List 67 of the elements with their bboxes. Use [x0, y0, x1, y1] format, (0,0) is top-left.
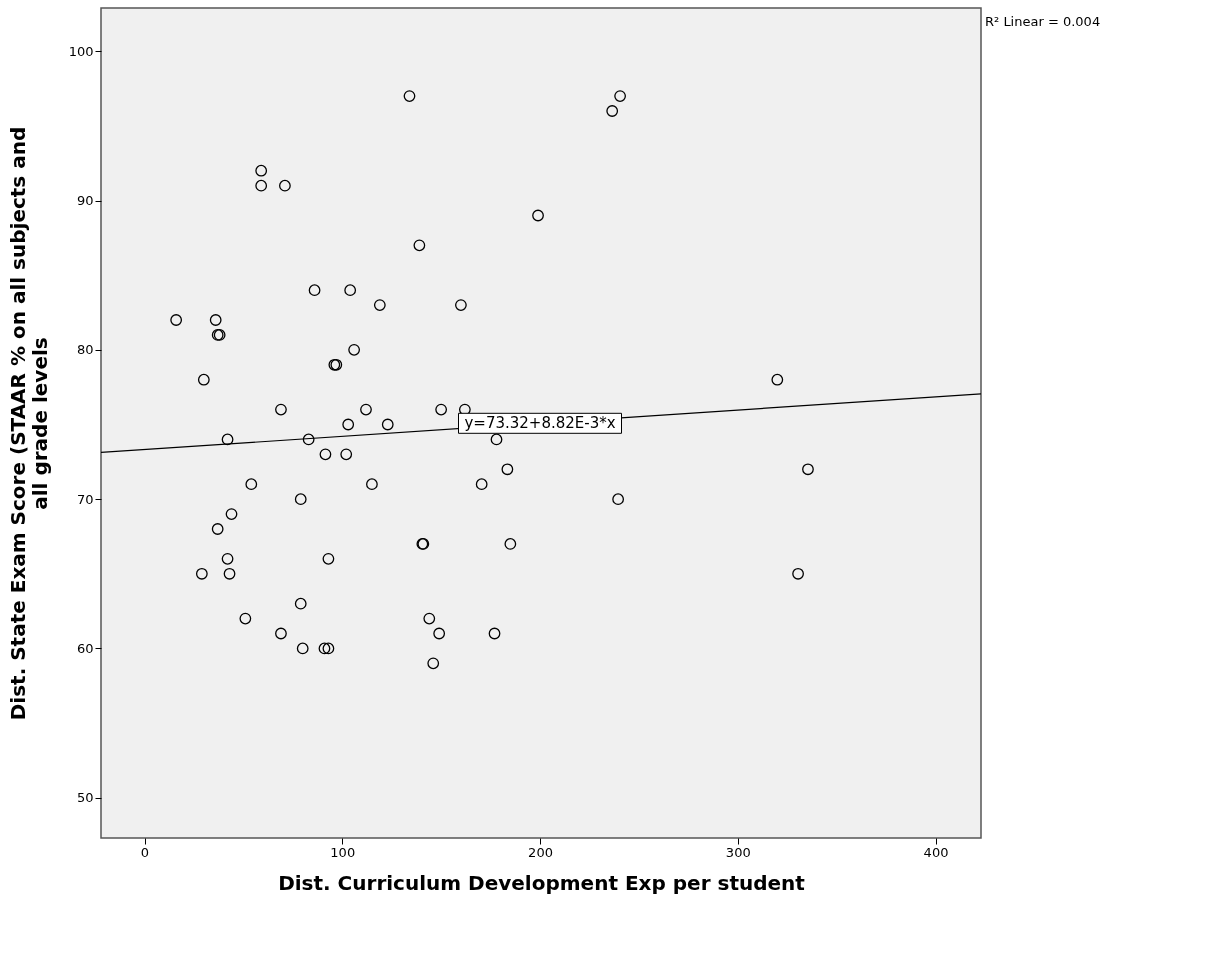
y-tick-label: 50 [76, 790, 94, 806]
point [348, 343, 361, 356]
y-tick-label: 70 [76, 491, 94, 507]
point [322, 642, 335, 655]
point [319, 448, 332, 461]
point [614, 90, 626, 102]
x-axis-title: Dist. Curriculum Development Exp per student [278, 870, 806, 895]
point [373, 299, 386, 311]
point [279, 179, 291, 192]
point [239, 612, 252, 625]
x-tick-label: 0 [140, 844, 150, 860]
x-tick-label: 300 [725, 844, 751, 860]
point [606, 105, 619, 117]
x-tick-label: 400 [923, 844, 949, 860]
point [197, 373, 210, 386]
point [360, 403, 372, 416]
point [344, 284, 357, 297]
point [296, 642, 309, 655]
point [209, 314, 222, 326]
point [170, 314, 183, 326]
point [366, 478, 378, 491]
point [221, 552, 234, 565]
point [475, 478, 488, 491]
y-tick-label: 90 [76, 193, 94, 209]
point [223, 567, 236, 580]
y-tick-label: 100 [68, 43, 94, 59]
point [403, 90, 416, 102]
point [802, 463, 814, 476]
point [322, 552, 335, 565]
point [501, 463, 514, 476]
point [455, 299, 467, 311]
point [488, 627, 501, 640]
point [211, 523, 224, 535]
point [294, 597, 307, 610]
point [612, 493, 625, 506]
point [771, 373, 784, 386]
point [318, 642, 331, 655]
point [433, 627, 446, 640]
point [532, 209, 544, 222]
point [308, 284, 321, 297]
point [221, 433, 234, 446]
point [275, 627, 287, 640]
point [302, 433, 315, 446]
y-tick-label: 60 [76, 640, 94, 656]
annotation: y=73.32+8.82E-3*x [464, 414, 616, 433]
point [413, 239, 426, 252]
point [435, 403, 448, 416]
text: R² Linear = 0.004 [985, 14, 1101, 29]
x-tick-label: 100 [330, 844, 356, 860]
y-axis-title: Dist. State Exam Score (STAAR % on all subjects and all grade levels [5, 126, 52, 721]
point [255, 179, 268, 192]
point [255, 164, 268, 177]
point [792, 567, 804, 580]
x-tick-label: 200 [528, 844, 553, 860]
point [225, 508, 238, 520]
point [381, 418, 394, 431]
point [195, 567, 208, 580]
point [427, 657, 440, 670]
y-tick-label: 80 [76, 342, 94, 358]
point [245, 478, 258, 491]
point [294, 493, 307, 506]
point [423, 612, 436, 625]
point [490, 433, 503, 446]
point [275, 403, 287, 416]
point [504, 538, 517, 550]
point [340, 448, 353, 461]
point [342, 418, 355, 431]
